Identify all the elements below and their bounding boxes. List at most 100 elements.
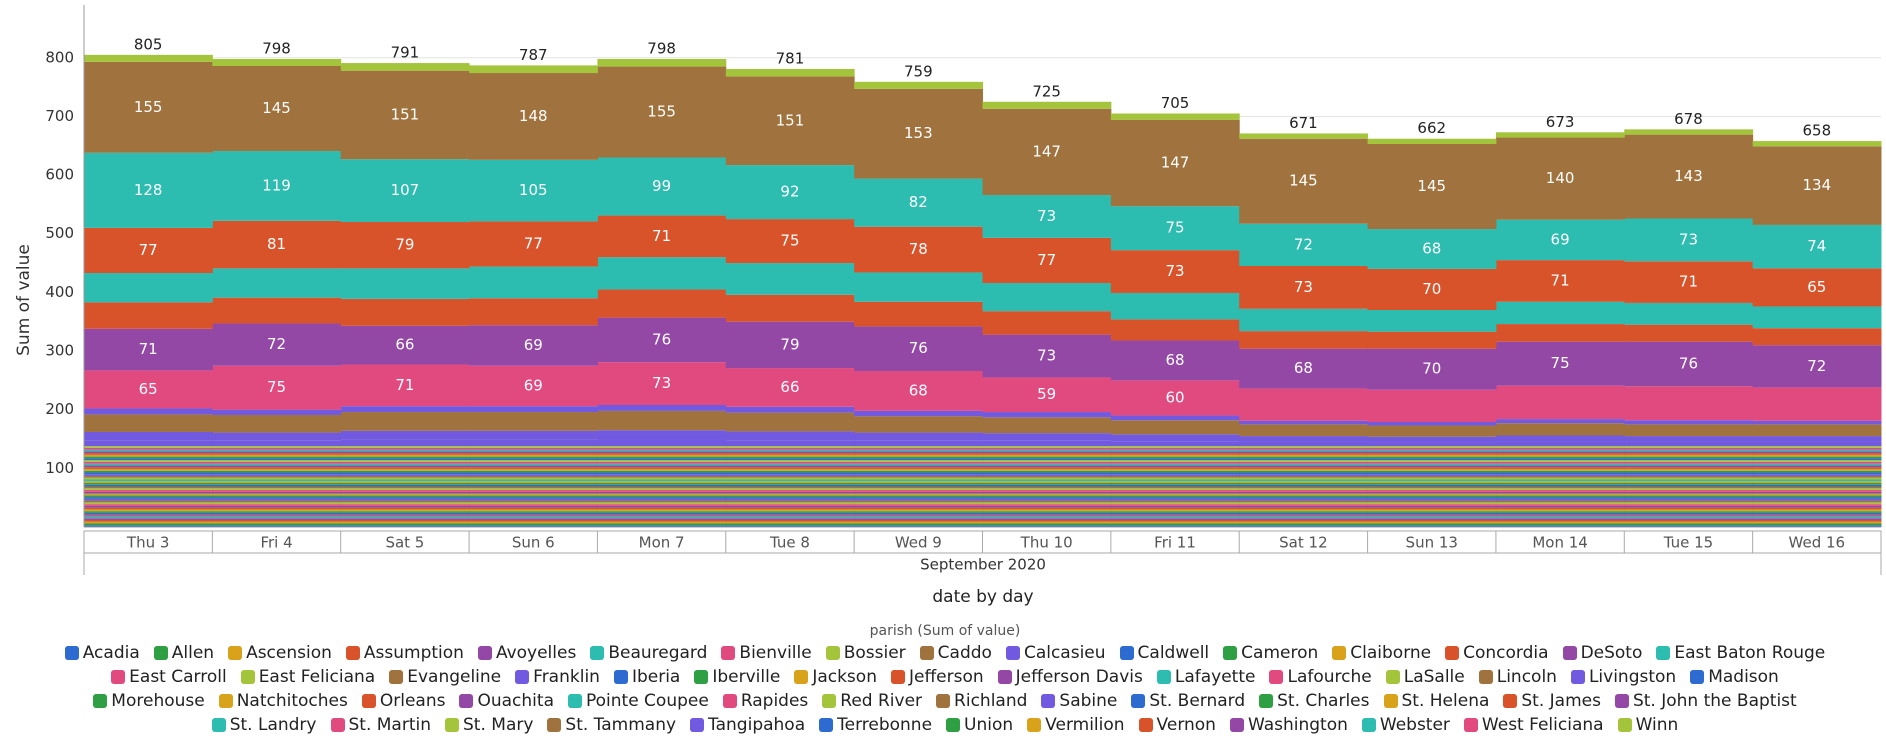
- area-segment: [1495, 493, 1625, 496]
- data-label: 128: [134, 181, 163, 199]
- legend-item[interactable]: LaSalle: [1385, 666, 1465, 688]
- area-segment: [1495, 451, 1625, 454]
- legend-item[interactable]: Jefferson Davis: [997, 666, 1143, 688]
- legend-item[interactable]: East Baton Rouge: [1656, 642, 1825, 664]
- legend-item[interactable]: Lafourche: [1269, 666, 1372, 688]
- area-segment: [212, 521, 342, 524]
- area-segment: [1752, 500, 1882, 503]
- legend-item[interactable]: Webster: [1361, 714, 1450, 736]
- area-segment: [340, 477, 470, 480]
- legend-item[interactable]: Assumption: [345, 642, 464, 664]
- area-segment: [1624, 493, 1754, 496]
- legend-item[interactable]: Richland: [936, 690, 1027, 712]
- data-label: 147: [1161, 154, 1190, 172]
- legend-item[interactable]: Concordia: [1445, 642, 1549, 664]
- area-segment: [1624, 512, 1754, 515]
- legend-item[interactable]: Claiborne: [1332, 642, 1431, 664]
- legend-swatch: [547, 718, 562, 732]
- legend-item[interactable]: Iberville: [694, 666, 780, 688]
- area-segment: [1239, 498, 1369, 501]
- area-segment: [1110, 477, 1240, 480]
- area-segment: [1624, 519, 1754, 522]
- legend-item[interactable]: Rapides: [722, 690, 808, 712]
- legend-item[interactable]: Avoyelles: [477, 642, 576, 664]
- area-segment: [1495, 463, 1625, 466]
- legend-item[interactable]: Winn: [1617, 714, 1678, 736]
- legend-item[interactable]: St. James: [1503, 690, 1601, 712]
- legend-item[interactable]: West Feliciana: [1463, 714, 1604, 736]
- area-segment: [982, 505, 1112, 508]
- legend-item[interactable]: St. Bernard: [1131, 690, 1245, 712]
- legend-item[interactable]: Tangipahoa: [690, 714, 805, 736]
- area-segment: [725, 465, 855, 468]
- area-segment: [725, 477, 855, 480]
- area-segment: [469, 474, 598, 476]
- legend-item[interactable]: Terrebonne: [819, 714, 932, 736]
- legend-label: Jackson: [812, 667, 877, 687]
- legend-item[interactable]: St. Landry: [211, 714, 317, 736]
- legend-item[interactable]: Lafayette: [1156, 666, 1255, 688]
- area-segment: [1110, 483, 1240, 485]
- area-segment: [1495, 484, 1625, 487]
- area-segment: [725, 491, 855, 494]
- area-segment: [1367, 498, 1497, 501]
- legend-item[interactable]: Beauregard: [590, 642, 707, 664]
- legend-item[interactable]: DeSoto: [1562, 642, 1642, 664]
- legend-item[interactable]: Jackson: [794, 666, 877, 688]
- legend-item[interactable]: Morehouse: [93, 690, 205, 712]
- legend-item[interactable]: Ouachita: [459, 690, 554, 712]
- legend-item[interactable]: Natchitoches: [218, 690, 348, 712]
- legend-item[interactable]: Caldwell: [1119, 642, 1209, 664]
- data-label: 72: [1807, 357, 1826, 375]
- area-segment: [469, 481, 598, 484]
- legend-item[interactable]: St. Tammany: [547, 714, 676, 736]
- area-segment: [982, 497, 1112, 499]
- legend-item[interactable]: St. Mary: [445, 714, 533, 736]
- area-segment: [1495, 456, 1625, 459]
- legend-item[interactable]: Union: [946, 714, 1013, 736]
- area-segment: [597, 514, 727, 517]
- area-segment: [854, 484, 983, 487]
- legend-item[interactable]: Lincoln: [1478, 666, 1557, 688]
- legend-item[interactable]: Vernon: [1138, 714, 1216, 736]
- legend-item[interactable]: Bossier: [825, 642, 906, 664]
- y-tick-label: 800: [45, 48, 74, 66]
- legend-item[interactable]: Calcasieu: [1005, 642, 1106, 664]
- legend-item[interactable]: Caddo: [919, 642, 992, 664]
- legend-item[interactable]: Orleans: [361, 690, 445, 712]
- legend-item[interactable]: Franklin: [515, 666, 600, 688]
- area-segment: [84, 525, 213, 527]
- legend-item[interactable]: Madison: [1690, 666, 1779, 688]
- area-segment: [84, 519, 213, 522]
- y-tick-label: 200: [45, 400, 74, 418]
- area-segment: [212, 509, 342, 512]
- legend-item[interactable]: Red River: [822, 690, 922, 712]
- legend-item[interactable]: Vermilion: [1027, 714, 1125, 736]
- legend-label: LaSalle: [1403, 667, 1465, 687]
- legend-item[interactable]: Sabine: [1041, 690, 1117, 712]
- legend-item[interactable]: East Carroll: [111, 666, 227, 688]
- area-segment: [1110, 468, 1240, 471]
- legend-item[interactable]: Acadia: [64, 642, 140, 664]
- legend-item[interactable]: Allen: [153, 642, 214, 664]
- legend-item[interactable]: St. Martin: [330, 714, 431, 736]
- legend-item[interactable]: Livingston: [1570, 666, 1676, 688]
- legend-item[interactable]: Evangeline: [389, 666, 501, 688]
- legend-item[interactable]: Iberia: [613, 666, 680, 688]
- legend-item[interactable]: Ascension: [228, 642, 332, 664]
- legend-item[interactable]: Jefferson: [890, 666, 984, 688]
- area-segment: [84, 456, 213, 459]
- legend-swatch: [1332, 646, 1347, 660]
- legend-item[interactable]: Pointe Coupee: [567, 690, 709, 712]
- legend-item[interactable]: East Feliciana: [240, 666, 375, 688]
- legend-item[interactable]: Cameron: [1223, 642, 1318, 664]
- legend-item[interactable]: Washington: [1229, 714, 1348, 736]
- legend-item[interactable]: St. Charles: [1259, 690, 1370, 712]
- chart: Sum of value September 2020 date by day …: [14, 5, 1882, 639]
- legend-item[interactable]: St. John the Baptist: [1614, 690, 1797, 712]
- legend-item[interactable]: St. Helena: [1383, 690, 1489, 712]
- area-segment: [1495, 477, 1625, 480]
- area-segment: [1367, 425, 1497, 437]
- area-segment: [84, 302, 213, 329]
- legend-item[interactable]: Bienville: [721, 642, 812, 664]
